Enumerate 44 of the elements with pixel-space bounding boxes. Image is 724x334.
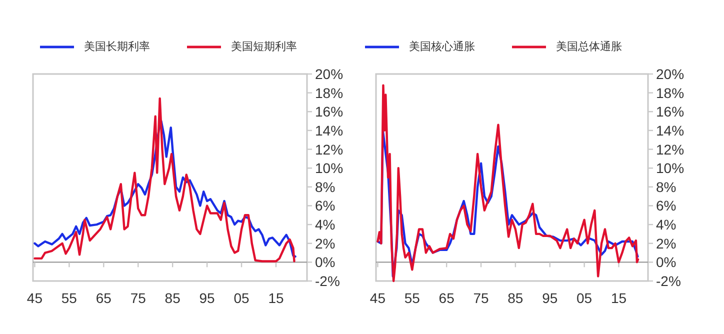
y-tick-label: 6%	[315, 198, 336, 214]
x-tick-label: 55	[404, 290, 420, 306]
y-tick-label: 14%	[315, 122, 344, 138]
y-tick-label: 12%	[656, 141, 684, 158]
legend-label: 美国核心通胀	[409, 40, 475, 53]
y-tick-label: 8%	[656, 178, 676, 195]
y-tick-label: 10%	[656, 160, 684, 176]
x-tick-label: 65	[96, 290, 112, 306]
y-tick-label: 16%	[656, 104, 684, 120]
x-tick-label: 95	[542, 290, 558, 306]
y-tick-label: 6%	[656, 198, 676, 214]
y-tick-label: 4%	[656, 216, 676, 233]
x-tick-label: 75	[130, 290, 146, 306]
y-tick-label: -2%	[656, 273, 681, 289]
y-tick-label: 8%	[315, 178, 336, 195]
x-tick-label: 95	[199, 290, 216, 306]
x-tick-label: 15	[268, 290, 284, 306]
x-tick-label: 45	[26, 290, 43, 306]
y-tick-label: 18%	[656, 84, 684, 101]
y-tick-label: 10%	[315, 160, 344, 176]
x-tick-label: 65	[438, 290, 455, 306]
x-tick-label: 75	[473, 290, 490, 306]
x-tick-label: 05	[576, 290, 592, 306]
y-tick-label: 14%	[656, 122, 684, 138]
y-tick-label: 20%	[656, 66, 684, 82]
legend-label: 美国短期利率	[231, 40, 297, 53]
y-tick-label: 4%	[315, 216, 336, 233]
y-tick-label: 12%	[315, 141, 344, 158]
x-tick-label: 85	[508, 290, 524, 306]
legend-label: 美国总体通胀	[556, 40, 622, 53]
y-tick-label: 0%	[656, 254, 676, 270]
legend-label: 美国长期利率	[84, 40, 150, 53]
y-tick-label: 0%	[315, 254, 336, 270]
x-tick-label: 05	[234, 290, 250, 306]
y-tick-label: -2%	[315, 273, 340, 289]
y-tick-label: 18%	[315, 84, 344, 101]
x-tick-label: 55	[61, 290, 78, 306]
y-tick-label: 2%	[315, 235, 336, 252]
y-tick-label: 2%	[656, 235, 676, 252]
x-tick-label: 15	[610, 290, 627, 306]
x-tick-label: 45	[370, 290, 386, 306]
y-tick-label: 20%	[315, 66, 344, 82]
x-tick-label: 85	[164, 290, 181, 306]
y-tick-label: 16%	[315, 104, 344, 120]
